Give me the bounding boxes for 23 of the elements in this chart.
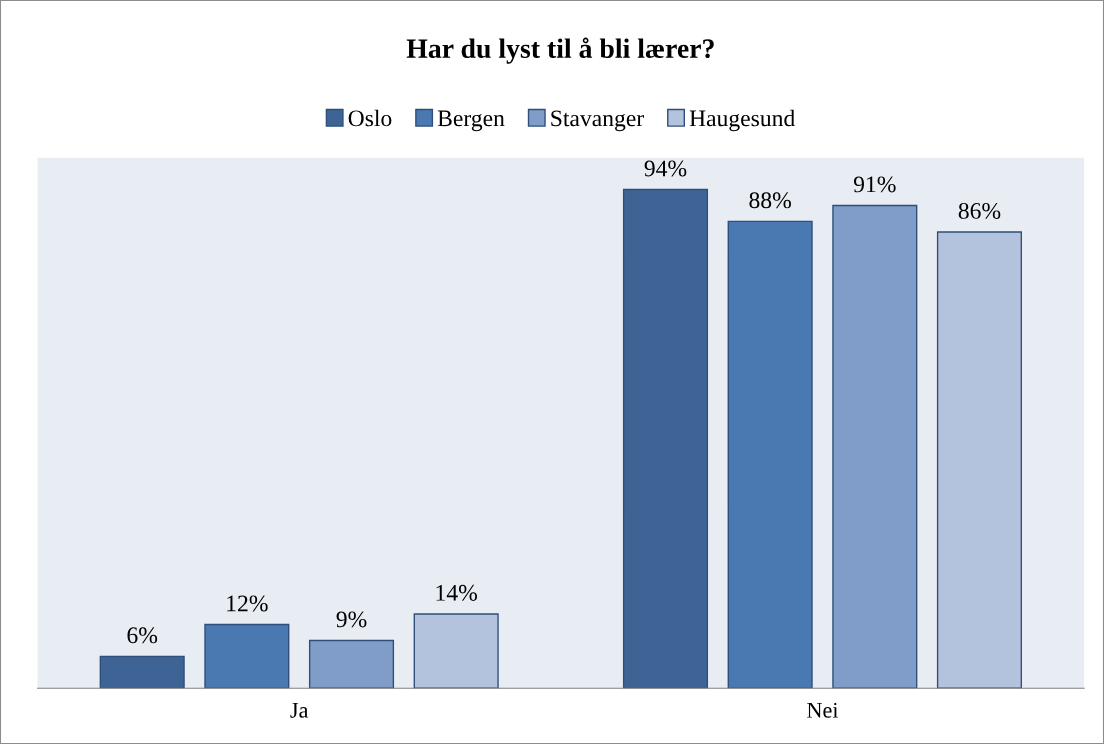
data-label: 12%	[227, 595, 268, 612]
bar	[936, 231, 1023, 689]
data-label: 88%	[749, 192, 791, 209]
bar	[622, 188, 709, 689]
x-tick-label: Nei	[807, 702, 839, 718]
data-label: 9%	[336, 611, 367, 628]
bar	[413, 613, 499, 689]
bar	[204, 623, 290, 689]
bar	[832, 204, 918, 689]
bar	[727, 220, 813, 689]
legend-label: Oslo	[348, 109, 392, 127]
data-label: 86%	[958, 202, 1001, 219]
bar	[99, 655, 185, 689]
bar	[308, 639, 395, 689]
legend-label: Haugesund	[689, 109, 795, 132]
legend-label: Stavanger	[551, 110, 644, 132]
data-label: 14%	[436, 584, 478, 601]
chart-title: Har du lyst til å bli lærer?	[406, 37, 714, 64]
data-label: 91%	[853, 176, 896, 193]
x-tick-label: Ja	[290, 702, 309, 718]
data-label: 6%	[127, 627, 158, 644]
legend-label: Bergen	[437, 110, 505, 132]
data-label: 94%	[644, 160, 687, 177]
